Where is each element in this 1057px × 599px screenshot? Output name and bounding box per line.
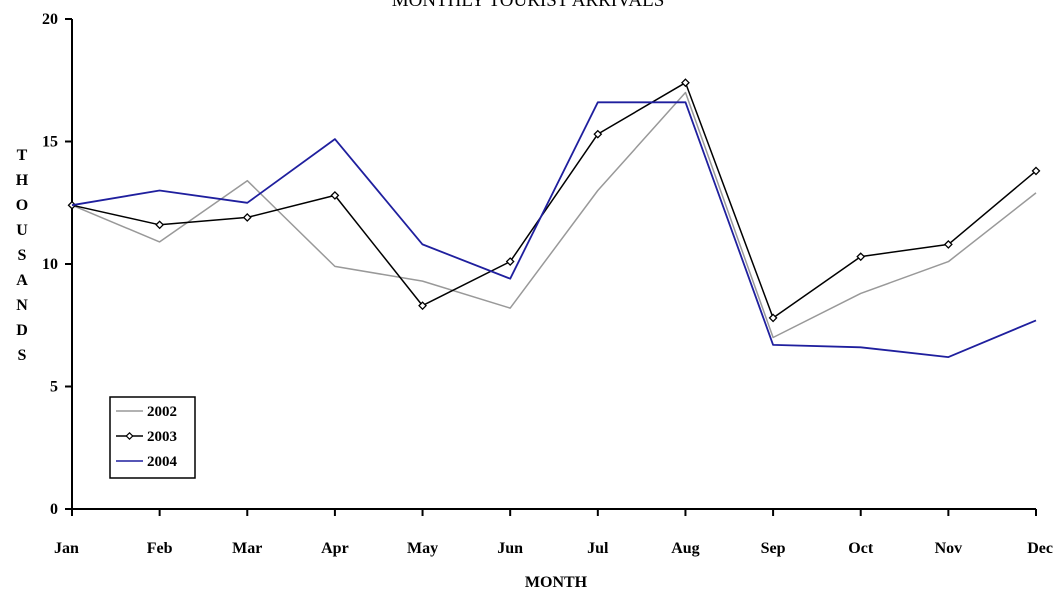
- y-axis-title-letter: N: [16, 297, 28, 314]
- y-tick-label: 0: [50, 501, 58, 518]
- x-tick-label: Apr: [321, 540, 349, 557]
- data-point-2003: [768, 313, 778, 323]
- x-axis-ticks: Jan Feb Mar Apr May Jun Jul Aug Sep Oct Nov Dec: [54, 509, 1053, 557]
- data-point-2003: [242, 213, 252, 222]
- series-line-2002: [71, 91, 1037, 339]
- legend-marker-2003: [125, 431, 134, 441]
- x-tick-label: Sep: [761, 540, 786, 557]
- data-point-2003: [155, 220, 165, 230]
- data-point-2003: [505, 257, 515, 266]
- x-tick-label: Nov: [935, 540, 963, 557]
- chart-title: MONTHLY TOURIST ARRIVALS: [392, 0, 665, 11]
- y-axis-ticks: 0 5 10 15 20: [42, 11, 72, 518]
- x-tick-label: Aug: [671, 540, 699, 557]
- legend-box: [109, 396, 196, 479]
- x-tick-label: Jan: [54, 540, 79, 557]
- data-point-2003: [681, 78, 690, 88]
- x-tick-label: Jul: [587, 540, 609, 557]
- data-point-2003: [943, 239, 953, 249]
- legend-label-2003: 2003: [147, 429, 177, 445]
- y-tick-label: 20: [42, 11, 58, 28]
- y-axis-title-letter: A: [16, 272, 28, 289]
- y-axis-title-letter: S: [18, 347, 27, 364]
- series-line-2003: [71, 81, 1037, 319]
- data-point-2003: [856, 252, 866, 262]
- y-axis-title-letter: H: [16, 172, 29, 189]
- x-tick-label: May: [407, 540, 438, 557]
- data-point-2003: [330, 190, 340, 200]
- y-tick-label: 15: [42, 134, 58, 151]
- x-tick-label: Feb: [147, 540, 173, 557]
- legend: 2002 2003 2004: [109, 396, 196, 479]
- y-axis-title-letter: D: [16, 322, 28, 339]
- y-axis-title-letter: T: [17, 147, 28, 164]
- x-axis-title: MONTH: [525, 574, 588, 591]
- data-point-2003: [1031, 166, 1041, 176]
- x-tick-label: Oct: [848, 540, 874, 557]
- data-point-2003: [418, 301, 427, 311]
- legend-label-2004: 2004: [147, 454, 178, 470]
- y-axis-title-letter: S: [18, 247, 27, 264]
- y-axis-title-letter: O: [16, 197, 28, 214]
- legend-label-2002: 2002: [147, 404, 177, 420]
- x-tick-label: Mar: [232, 540, 262, 557]
- y-tick-label: 10: [42, 256, 58, 273]
- x-tick-label: Jun: [497, 540, 523, 557]
- x-tick-label: Dec: [1027, 540, 1053, 557]
- data-point-2003: [593, 129, 603, 139]
- y-axis-title-letter: U: [16, 222, 28, 239]
- axes: [71, 19, 1036, 510]
- series-group: [67, 78, 1041, 359]
- series-line-2004: [71, 101, 1037, 359]
- y-tick-label: 5: [50, 379, 58, 396]
